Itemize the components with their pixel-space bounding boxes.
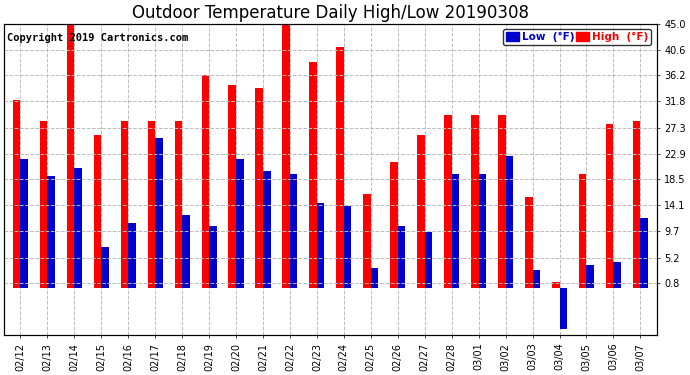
Bar <box>640 217 648 288</box>
Bar <box>201 75 209 288</box>
Bar <box>67 18 75 288</box>
Bar <box>13 100 20 288</box>
Bar <box>417 135 425 288</box>
Bar <box>452 174 460 288</box>
Bar <box>525 197 533 288</box>
Bar <box>75 168 82 288</box>
Bar <box>20 159 28 288</box>
Bar <box>94 135 101 288</box>
Bar <box>471 115 479 288</box>
Bar <box>336 47 344 288</box>
Bar <box>40 121 48 288</box>
Bar <box>228 86 236 288</box>
Bar <box>48 177 55 288</box>
Bar <box>263 171 270 288</box>
Bar <box>148 121 155 288</box>
Bar <box>182 214 190 288</box>
Bar <box>209 226 217 288</box>
Bar <box>533 270 540 288</box>
Bar <box>586 265 594 288</box>
Legend: Low  (°F), High  (°F): Low (°F), High (°F) <box>503 29 651 45</box>
Bar <box>613 262 621 288</box>
Bar <box>363 194 371 288</box>
Bar <box>236 159 244 288</box>
Bar <box>128 224 136 288</box>
Bar <box>560 288 567 329</box>
Bar <box>344 206 351 288</box>
Bar <box>633 121 640 288</box>
Bar <box>444 115 452 288</box>
Bar <box>175 121 182 288</box>
Bar <box>397 226 405 288</box>
Bar <box>425 232 432 288</box>
Bar <box>282 24 290 288</box>
Bar <box>317 203 324 288</box>
Bar <box>391 162 397 288</box>
Bar <box>479 174 486 288</box>
Bar <box>371 267 378 288</box>
Bar <box>155 138 163 288</box>
Bar <box>579 174 586 288</box>
Bar <box>290 174 297 288</box>
Bar <box>309 62 317 288</box>
Bar <box>121 121 128 288</box>
Bar <box>606 124 613 288</box>
Text: Copyright 2019 Cartronics.com: Copyright 2019 Cartronics.com <box>8 33 188 43</box>
Bar <box>255 88 263 288</box>
Bar <box>498 115 506 288</box>
Bar <box>506 156 513 288</box>
Bar <box>552 282 560 288</box>
Title: Outdoor Temperature Daily High/Low 20190308: Outdoor Temperature Daily High/Low 20190… <box>132 4 529 22</box>
Bar <box>101 247 109 288</box>
